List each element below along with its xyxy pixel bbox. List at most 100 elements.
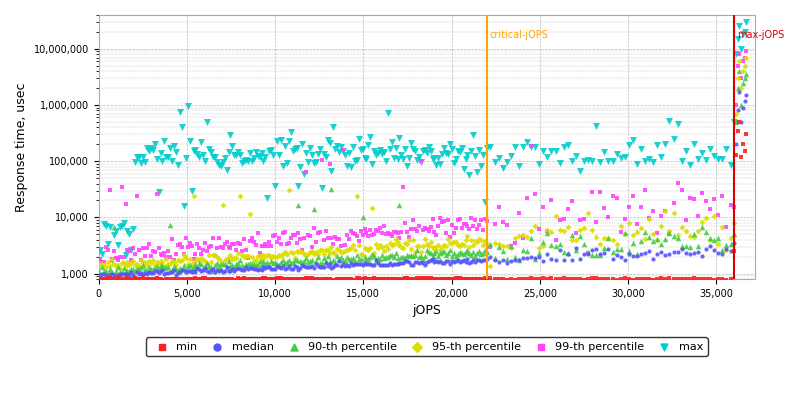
Point xyxy=(740,54,753,61)
Point xyxy=(598,245,610,252)
Point xyxy=(378,223,390,229)
Point xyxy=(638,187,651,193)
Point xyxy=(488,239,501,246)
Point xyxy=(154,251,167,257)
Point xyxy=(566,257,578,263)
Point xyxy=(432,222,445,229)
Point xyxy=(638,158,651,164)
Point xyxy=(430,258,442,264)
Point xyxy=(704,235,717,242)
Point xyxy=(104,187,117,194)
Point xyxy=(138,266,151,272)
Point xyxy=(236,262,249,268)
Point xyxy=(424,275,437,281)
Point xyxy=(255,256,268,262)
Point xyxy=(642,216,655,222)
Point xyxy=(737,80,750,86)
Point xyxy=(302,250,314,257)
Point xyxy=(178,203,190,209)
Point xyxy=(509,235,522,241)
Point xyxy=(327,124,340,130)
Point xyxy=(146,147,159,153)
Point xyxy=(716,276,729,282)
Point xyxy=(626,193,639,199)
Point xyxy=(100,272,113,278)
Point xyxy=(251,276,264,283)
Point xyxy=(164,144,177,151)
Point xyxy=(455,241,468,248)
Point xyxy=(362,247,375,254)
Point xyxy=(410,228,423,234)
Point xyxy=(457,165,470,172)
Point xyxy=(430,232,442,238)
Point xyxy=(259,154,272,160)
Point xyxy=(123,261,136,268)
Point xyxy=(234,276,246,282)
Point xyxy=(224,268,237,274)
Point xyxy=(383,240,396,247)
Point xyxy=(240,253,253,259)
Point xyxy=(218,275,231,282)
Point xyxy=(178,251,190,258)
Point xyxy=(166,235,178,242)
Point xyxy=(118,260,130,266)
Point xyxy=(325,276,338,283)
Point xyxy=(197,267,210,273)
Point xyxy=(386,241,398,248)
Point xyxy=(399,240,412,246)
Point xyxy=(708,213,721,219)
Point xyxy=(704,206,717,212)
Point xyxy=(634,146,647,152)
Point xyxy=(281,265,294,271)
Point xyxy=(230,255,242,262)
Point xyxy=(614,276,627,283)
Point xyxy=(278,275,291,282)
Point xyxy=(663,230,676,237)
Point xyxy=(389,276,402,282)
Point xyxy=(259,264,272,271)
Point xyxy=(434,214,446,221)
Point xyxy=(308,225,321,231)
Point xyxy=(659,141,672,148)
Point xyxy=(137,262,150,268)
Point xyxy=(166,276,178,282)
Point xyxy=(242,266,254,272)
Point xyxy=(174,258,186,264)
Point xyxy=(115,260,128,266)
Point xyxy=(450,275,462,281)
Point xyxy=(294,164,307,170)
Point xyxy=(96,251,109,257)
Point xyxy=(179,267,192,273)
Point xyxy=(311,150,324,157)
Point xyxy=(372,245,385,252)
Point xyxy=(134,270,147,276)
Point xyxy=(700,215,713,221)
Point xyxy=(131,276,144,282)
Point xyxy=(331,253,344,259)
Point xyxy=(138,269,151,276)
Point xyxy=(356,213,369,220)
Point xyxy=(659,208,672,214)
Point xyxy=(374,276,386,282)
Point xyxy=(382,276,394,282)
Point xyxy=(663,227,676,234)
Point xyxy=(395,276,408,283)
Point xyxy=(121,246,134,253)
Point xyxy=(663,275,676,282)
Point xyxy=(333,276,346,282)
Point xyxy=(286,148,299,154)
Point xyxy=(606,249,619,255)
Point xyxy=(125,266,138,272)
Point xyxy=(172,242,185,248)
Point xyxy=(477,276,490,283)
Point xyxy=(454,258,466,265)
Point xyxy=(438,248,450,254)
Point xyxy=(647,238,660,244)
Point xyxy=(602,214,615,220)
Point xyxy=(267,152,280,158)
Point xyxy=(521,247,534,254)
Point xyxy=(246,261,258,268)
Point xyxy=(100,264,113,270)
Point xyxy=(406,217,419,223)
Point xyxy=(100,244,113,250)
